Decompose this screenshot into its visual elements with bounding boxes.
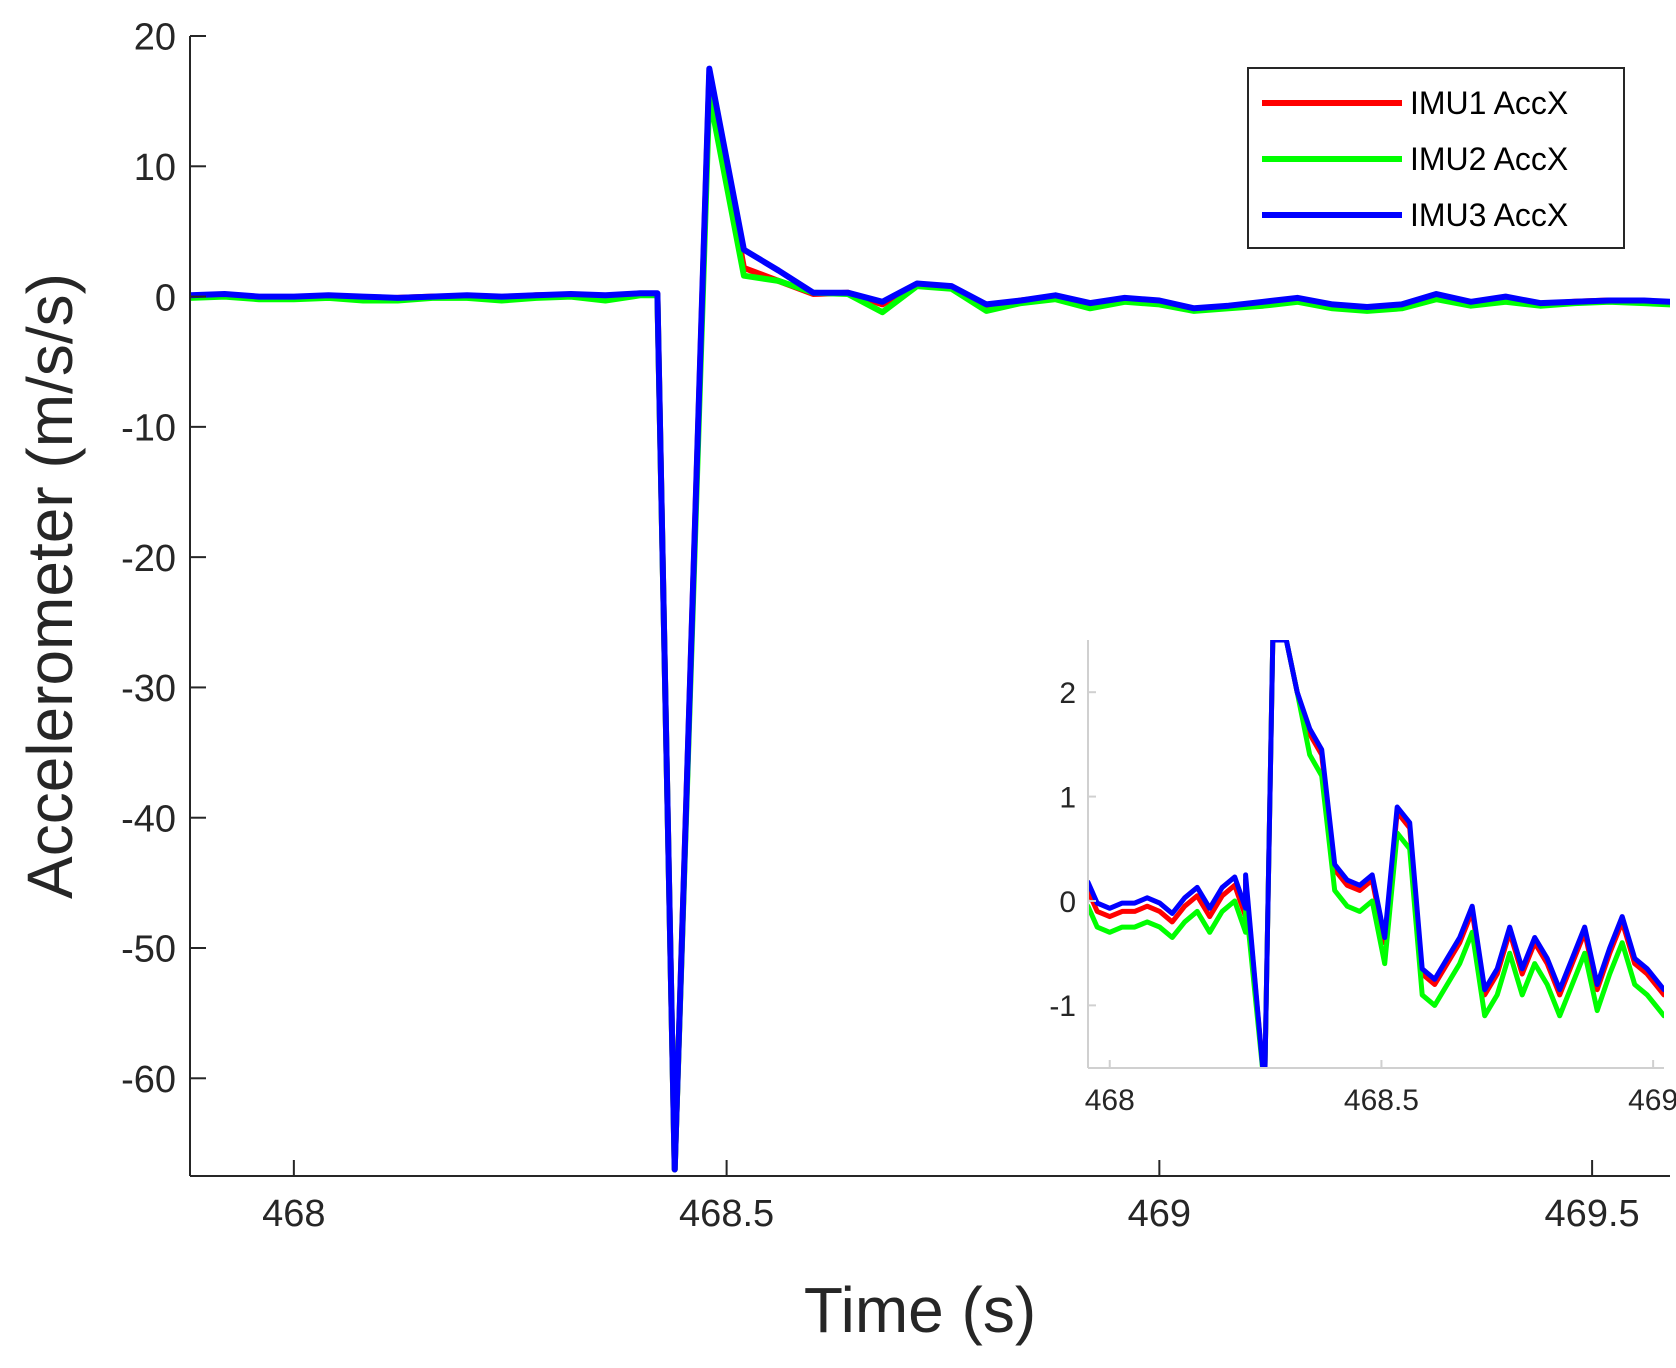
inset-y-tick-label: -1	[1049, 990, 1076, 1023]
inset-x-tick-label: 468.5	[1344, 1084, 1419, 1117]
y-axis-title: Accelerometer (m/s/s)	[14, 273, 86, 899]
main-y-tick-label: -40	[121, 798, 176, 840]
x-axis-title: Time (s)	[804, 1274, 1036, 1346]
main-y-tick-label: -10	[121, 408, 176, 450]
legend-item-imu2: IMU2 AccX	[1262, 141, 1568, 177]
main-series-group	[190, 65, 1670, 1173]
main-x-tick-label: 468.5	[679, 1193, 774, 1235]
inset-x-tick-label: 468	[1085, 1084, 1135, 1117]
main-x-tick-label: 468	[262, 1193, 325, 1235]
inset-series-group	[1088, 640, 1664, 1068]
inset-series-imu2-accx	[1088, 640, 1664, 1068]
inset-plot: -1 0 1 2 468 468.5 469	[1049, 640, 1676, 1117]
main-x-tick-label: 469	[1128, 1193, 1191, 1235]
main-y-tick-label: 20	[134, 17, 176, 59]
main-y-tick-label: 0	[155, 277, 176, 319]
legend-item-imu3: IMU3 AccX	[1262, 197, 1568, 233]
main-y-tick-label: -20	[121, 538, 176, 580]
inset-y-tick-label: 2	[1059, 677, 1076, 710]
inset-plot-background	[1088, 640, 1664, 1068]
legend-item-imu1: IMU1 AccX	[1262, 85, 1568, 121]
legend-label-imu1: IMU1 AccX	[1410, 85, 1568, 121]
main-y-tick-label: 10	[134, 147, 176, 189]
main-y-tick-label: -60	[121, 1059, 176, 1101]
main-y-tick-label: -30	[121, 668, 176, 710]
legend-label-imu3: IMU3 AccX	[1410, 197, 1568, 233]
inset-y-tick-label: 1	[1059, 781, 1076, 814]
inset-x-tick-label: 469	[1628, 1084, 1676, 1117]
inset-y-tick-label: 0	[1059, 886, 1076, 919]
main-y-tick-label: -50	[121, 929, 176, 971]
legend-label-imu2: IMU2 AccX	[1410, 141, 1568, 177]
main-x-tick-label: 469.5	[1545, 1193, 1640, 1235]
inset-series-imu3-accx	[1088, 640, 1664, 1068]
legend: IMU1 AccX IMU2 AccX IMU3 AccX	[1247, 67, 1625, 249]
main-series-imu3-accx	[190, 65, 1670, 1173]
